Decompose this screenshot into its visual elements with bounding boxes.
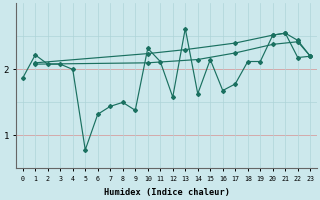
X-axis label: Humidex (Indice chaleur): Humidex (Indice chaleur) [103, 188, 229, 197]
